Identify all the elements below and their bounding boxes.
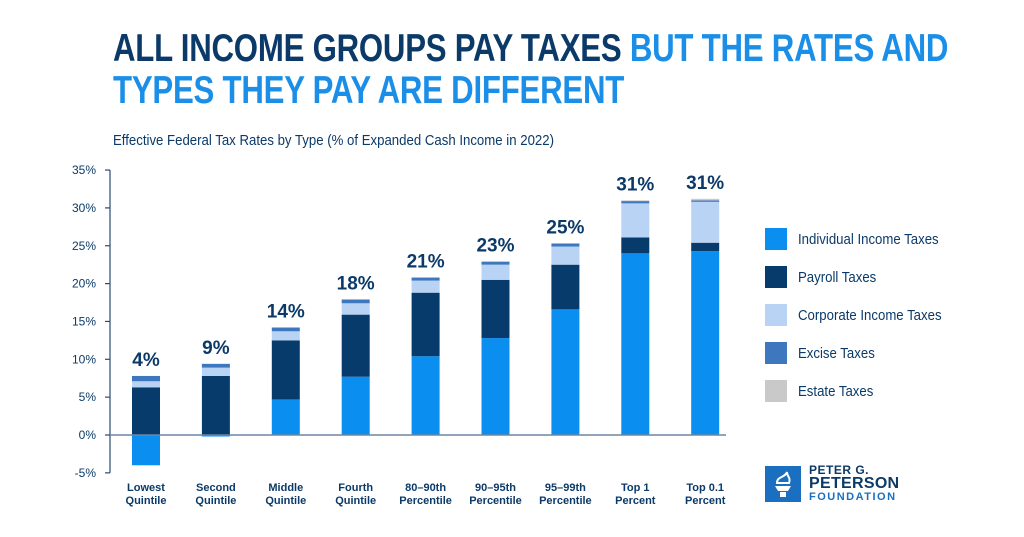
legend-swatch	[765, 380, 787, 402]
bar-segment-excise-taxes	[481, 261, 510, 265]
bar-segment-corporate-income-taxes	[411, 280, 440, 293]
x-tick-label: Quintile	[195, 495, 236, 507]
legend-label: Payroll Taxes	[798, 268, 877, 286]
legend-swatch	[765, 228, 787, 250]
total-label: 21%	[407, 252, 445, 273]
x-tick-label: Quintile	[126, 495, 167, 507]
legend: Individual Income Taxes Payroll Taxes Corp…	[765, 220, 961, 410]
bar-segment-individual-income-taxes	[411, 356, 440, 435]
bar-segment-payroll-taxes	[201, 375, 230, 435]
x-tick-label: 80–90th	[405, 482, 446, 494]
bar-segment-individual-income-taxes	[271, 399, 300, 435]
x-tick-label: Percentile	[539, 495, 592, 507]
headline: ALL INCOME GROUPS PAY TAXES BUT THE RATE…	[113, 28, 948, 112]
y-tick-label: 15%	[72, 314, 96, 328]
total-label: 9%	[202, 338, 230, 359]
x-tick-label: Middle	[268, 482, 303, 494]
bar-segment-individual-income-taxes	[481, 338, 510, 435]
bar-segment-corporate-income-taxes	[341, 303, 370, 315]
x-tick-label: Top 1	[621, 482, 650, 494]
headline-line-2: TYPES THEY PAY ARE DIFFERENT	[113, 69, 625, 112]
bar-segment-corporate-income-taxes	[481, 264, 510, 280]
legend-label: Individual Income Taxes	[798, 230, 939, 248]
x-tick-label: Top 0.1	[686, 482, 724, 494]
y-tick-label: 10%	[72, 352, 96, 366]
bar-segment-excise-taxes	[411, 277, 440, 281]
x-tick-label: Fourth	[338, 482, 373, 494]
legend-swatch	[765, 266, 787, 288]
bar-segment-payroll-taxes	[691, 242, 720, 252]
total-label: 31%	[686, 173, 724, 194]
y-tick-label: 20%	[72, 277, 96, 291]
bar-segment-excise-taxes	[621, 201, 650, 204]
bar-segment-payroll-taxes	[411, 292, 440, 357]
bar-segment-excise-taxes	[551, 243, 580, 247]
bar-segment-corporate-income-taxes	[132, 381, 160, 388]
bar-segment-payroll-taxes	[551, 264, 580, 310]
total-label: 18%	[337, 273, 375, 294]
total-label: 4%	[132, 350, 160, 371]
bar-segment-payroll-taxes	[341, 314, 370, 377]
total-label: 31%	[616, 174, 654, 195]
total-label: 14%	[267, 302, 305, 323]
total-label: 25%	[546, 217, 584, 238]
legend-swatch	[765, 342, 787, 364]
bar-segment-payroll-taxes	[481, 279, 510, 339]
peterson-foundation-logo: PETER G. PETERSON FOUNDATION	[765, 464, 899, 503]
x-tick-label: Quintile	[265, 495, 306, 507]
bar-segment-excise-taxes	[271, 327, 300, 332]
chart-title: Effective Federal Tax Rates by Type (% o…	[113, 132, 554, 149]
y-tick-label: 30%	[72, 201, 96, 215]
bar-segment-corporate-income-taxes	[271, 331, 300, 341]
bar-segment-excise-taxes	[341, 299, 370, 304]
y-tick-label: 35%	[72, 163, 96, 177]
bar-segment-corporate-income-taxes	[621, 203, 650, 238]
bar-segment-estate-taxes	[691, 198, 720, 201]
total-label: 23%	[476, 236, 514, 257]
bar-segment-corporate-income-taxes	[551, 246, 580, 265]
bar-segment-excise-taxes	[691, 200, 720, 202]
x-tick-label: Percent	[615, 495, 656, 507]
x-tick-label: Second	[196, 482, 236, 494]
torch-icon	[765, 465, 801, 502]
bar-segment-excise-taxes	[132, 375, 160, 382]
bar-segment-corporate-income-taxes	[201, 367, 230, 376]
legend-item: Payroll Taxes	[765, 258, 961, 296]
bar-segment-excise-taxes	[201, 363, 230, 368]
y-tick-label: 5%	[79, 390, 97, 404]
legend-label: Estate Taxes	[798, 382, 874, 400]
legend-label: Corporate Income Taxes	[798, 306, 942, 324]
legend-item: Excise Taxes	[765, 334, 961, 372]
x-tick-label: Quintile	[335, 495, 376, 507]
bar-segment-individual-income-taxes	[551, 309, 580, 435]
legend-swatch	[765, 304, 787, 326]
y-tick-label: 0%	[79, 428, 97, 442]
bar-segment-estate-taxes	[621, 200, 650, 202]
x-tick-label: Percent	[685, 495, 726, 507]
bar-segment-individual-income-taxes	[341, 376, 370, 435]
x-tick-label: 90–95th	[475, 482, 516, 494]
bar-segment-individual-income-taxes	[201, 435, 230, 437]
y-tick-label: -5%	[75, 466, 97, 480]
x-tick-label: Lowest	[127, 482, 165, 494]
bar-segment-corporate-income-taxes	[691, 201, 720, 243]
x-tick-label: 95–99th	[545, 482, 586, 494]
legend-item: Estate Taxes	[765, 372, 961, 410]
bar-segment-payroll-taxes	[621, 237, 650, 254]
bar-segment-individual-income-taxes	[691, 251, 720, 435]
legend-label: Excise Taxes	[798, 344, 875, 362]
bar-segment-individual-income-taxes	[132, 435, 160, 466]
bar-segment-payroll-taxes	[271, 340, 300, 400]
bar-segment-payroll-taxes	[132, 387, 160, 435]
x-tick-label: Percentile	[469, 495, 522, 507]
headline-line-1: ALL INCOME GROUPS PAY TAXES BUT THE RATE…	[113, 27, 949, 70]
y-tick-label: 25%	[72, 239, 96, 253]
legend-item: Individual Income Taxes	[765, 220, 961, 258]
bar-segment-individual-income-taxes	[621, 253, 650, 435]
legend-item: Corporate Income Taxes	[765, 296, 961, 334]
x-tick-label: Percentile	[399, 495, 452, 507]
